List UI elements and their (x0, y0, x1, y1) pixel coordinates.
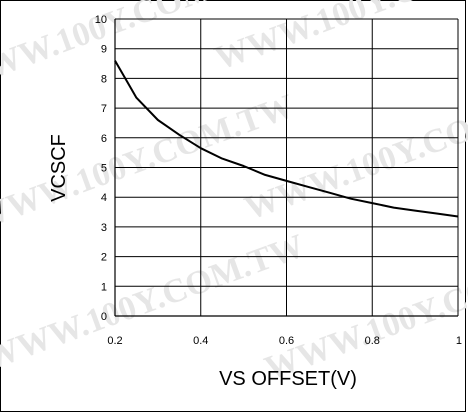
grid-lines (115, 18, 459, 316)
axes (114, 19, 458, 317)
y-tick-label: 6 (101, 133, 107, 145)
x-tick-labels: 0.2 0.4 0.6 0.8 1 (107, 335, 462, 347)
x-tick-label: 0.8 (365, 335, 380, 347)
y-tick-label: 2 (101, 252, 107, 264)
y-tick-label: 3 (101, 222, 107, 234)
x-axis-label: VS OFFSET(V) (219, 368, 357, 390)
y-tick-label: 8 (101, 73, 107, 85)
x-tick-label: 1 (456, 335, 462, 347)
series-line (114, 60, 459, 218)
y-tick-label: 7 (101, 103, 107, 115)
x-tick-label: 0.4 (193, 335, 208, 347)
y-tick-label: 5 (101, 163, 107, 175)
y-tick-label: 9 (101, 44, 107, 56)
x-tick-label: 0.2 (107, 335, 122, 347)
watermark-layer: WWW.100Y.COM.TW WWW.100Y.COM.TW WWW.100Y… (0, 0, 468, 388)
y-tick-label: 4 (101, 192, 107, 204)
y-axis-label: VCSCF (48, 134, 70, 202)
watermark-text: WWW.100Y.COM.TW (210, 0, 468, 78)
y-tick-label: 1 (101, 281, 107, 293)
series-group (114, 60, 459, 218)
y-tick-label: 10 (95, 14, 107, 26)
y-tick-label: 0 (101, 311, 107, 323)
y-tick-labels: 0 1 2 3 4 5 6 7 8 9 10 (95, 14, 107, 323)
x-tick-label: 0.6 (279, 335, 294, 347)
